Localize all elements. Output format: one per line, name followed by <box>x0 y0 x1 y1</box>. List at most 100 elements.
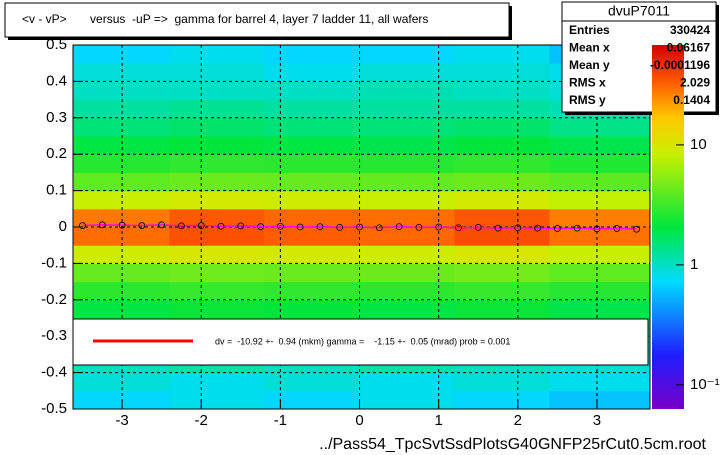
stats-value: 0.1404 <box>673 93 710 107</box>
profile-point <box>613 225 621 232</box>
profile-point <box>296 223 304 231</box>
heatmap-cell <box>73 263 171 283</box>
profile-point <box>197 222 205 229</box>
profile-point <box>553 225 561 232</box>
profile-point <box>395 223 403 231</box>
stats-label: Entries <box>569 23 610 37</box>
profile-point <box>593 225 601 233</box>
heatmap-cell <box>169 117 266 137</box>
heatmap-cell <box>359 190 456 210</box>
heatmap-cell <box>549 117 650 137</box>
heatmap-cell <box>454 136 550 155</box>
heatmap-cell <box>549 299 650 319</box>
heatmap-cell <box>454 263 550 283</box>
heatmap-cell <box>454 99 550 119</box>
profile-point <box>118 221 126 229</box>
heatmap-cell <box>359 372 456 392</box>
heatmap-cell <box>359 245 456 264</box>
x-tick-label: 3 <box>593 412 601 429</box>
profile-point <box>158 221 166 229</box>
y-tick-label: 0 <box>59 218 67 235</box>
heatmap-cell <box>359 136 456 155</box>
profile-point <box>257 223 264 231</box>
profile-point <box>415 223 423 231</box>
colorbar <box>652 45 684 409</box>
stats-label: Mean x <box>569 41 610 55</box>
profile-point <box>79 222 86 229</box>
x-tick-label: 1 <box>434 412 442 429</box>
heatmap-cell <box>169 136 266 155</box>
profile-line <box>82 224 637 230</box>
heatmap-cell <box>169 245 266 264</box>
heatmap-cell <box>549 245 650 264</box>
heatmap-cell <box>264 99 361 119</box>
heatmap-cell <box>73 372 171 392</box>
profile-point <box>435 223 443 231</box>
heatmap-cell <box>73 117 171 137</box>
heatmap-cell <box>264 227 361 246</box>
heatmap-cell <box>73 208 171 228</box>
profile-point <box>217 222 225 230</box>
heatmap-cell <box>549 227 650 246</box>
heatmap-cell <box>169 263 266 283</box>
y-tick-label: 0.1 <box>46 182 67 199</box>
heatmap-cell <box>549 172 650 192</box>
stats-box <box>561 1 717 113</box>
heatmap-cell <box>264 63 361 82</box>
heatmap-cell <box>73 299 171 319</box>
stats-label: RMS y <box>569 93 606 107</box>
profile-point <box>138 222 146 229</box>
profile-point <box>375 224 383 232</box>
y-tick-label: 0.2 <box>46 145 67 162</box>
heatmap-cell <box>549 372 650 392</box>
heatmap-cell <box>264 263 361 283</box>
profile-point <box>494 224 502 232</box>
heatmap-cell <box>359 45 456 64</box>
heatmap-cell <box>264 154 361 173</box>
heatmap-cell <box>359 227 456 246</box>
heatmap-cell <box>264 136 361 155</box>
stats-value: 2.029 <box>680 76 710 90</box>
heatmap-cell <box>454 281 550 301</box>
heatmap-cell <box>454 372 550 392</box>
profile-point <box>514 224 522 232</box>
x-tick-label: -2 <box>195 412 208 429</box>
heatmap-cell <box>549 136 650 155</box>
heatmap-cell <box>359 281 456 301</box>
heatmap-cell <box>359 81 456 101</box>
heatmap-cell <box>73 63 171 82</box>
heatmap-cell <box>264 390 361 409</box>
profile-point <box>237 222 245 230</box>
profile-point <box>316 223 324 231</box>
stats-title: dvuP7011 <box>608 3 670 19</box>
heatmap-cell <box>359 390 456 409</box>
stats-value: 330424 <box>670 23 710 37</box>
heatmap-cell <box>73 99 171 119</box>
heatmap-cell <box>454 45 550 64</box>
y-tick-label: -0.1 <box>41 254 67 271</box>
profile-point <box>534 224 542 232</box>
heatmap-cell <box>549 390 650 409</box>
heatmap-cell <box>169 172 266 192</box>
z-tick-label: 10⁻¹ <box>690 376 720 393</box>
heatmap-cell <box>73 281 171 301</box>
chart-title: <v - vP> versus -uP => gamma for barrel … <box>22 12 428 26</box>
heatmap-cell <box>264 190 361 210</box>
profile-point <box>633 225 640 233</box>
heatmap-cell <box>169 299 266 319</box>
heatmap-cell <box>359 99 456 119</box>
profile-point <box>276 222 284 230</box>
stats-label: RMS x <box>569 76 606 90</box>
heatmap-cell <box>549 263 650 283</box>
heatmap-cell <box>549 154 650 173</box>
heatmap-cell <box>454 190 550 210</box>
heatmap-cell <box>73 136 171 155</box>
heatmap-cell <box>359 154 456 173</box>
y-tick-label: 0.3 <box>46 109 67 126</box>
heatmap-cell <box>169 190 266 210</box>
heatmap-cell <box>454 390 550 409</box>
profile-point <box>474 223 482 231</box>
heatmap-cell <box>169 154 266 173</box>
heatmap-cell <box>454 81 550 101</box>
